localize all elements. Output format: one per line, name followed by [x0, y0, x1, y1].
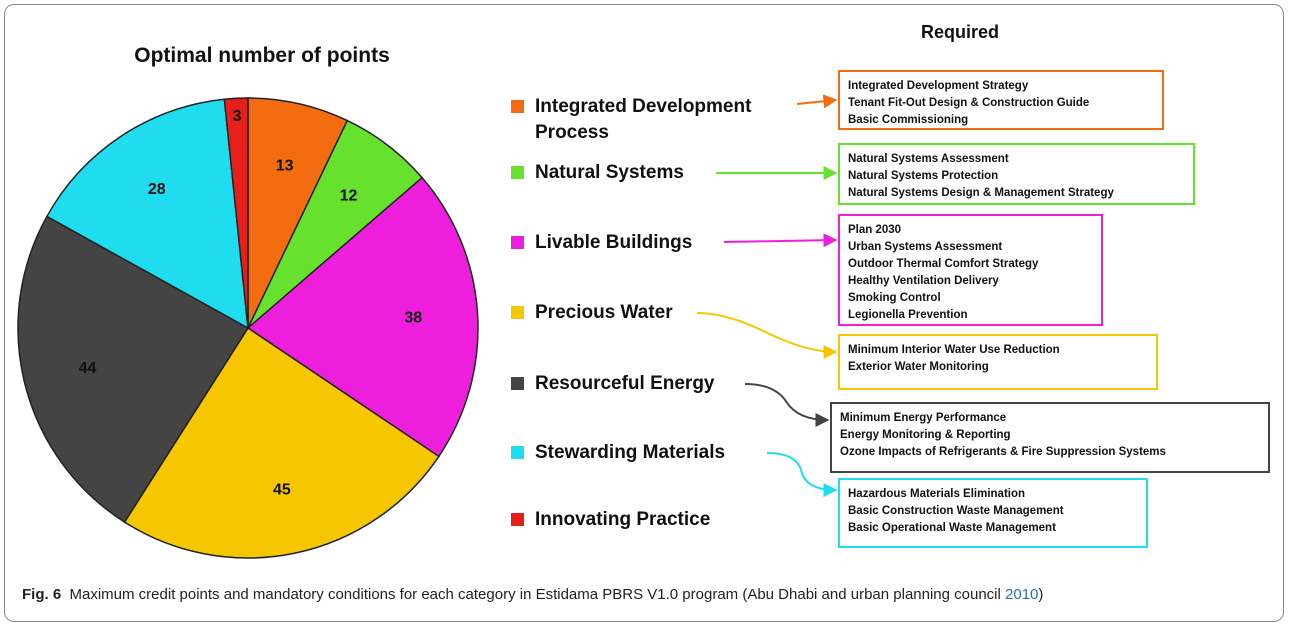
required-item: Basic Commissioning: [848, 114, 969, 126]
data-label: 3: [233, 108, 242, 125]
required-box: Natural Systems Assessment Natural System…: [838, 143, 1195, 205]
required-item: Basic Operational Waste Management: [848, 522, 1056, 534]
required-item: Minimum Interior Water Use Reduction: [848, 344, 1060, 356]
required-item: Plan 2030: [848, 224, 902, 236]
required-item: Ozone Impacts of Refrigerants & Fire Sup…: [840, 446, 1166, 458]
required-item: Basic Construction Waste Management: [848, 505, 1064, 517]
required-title: Required: [920, 22, 999, 42]
connector: [696, 312, 838, 359]
pie-slice: [247, 97, 349, 329]
required-box: Plan 2030 Urban Systems Assessment Outdoor…: [838, 214, 1103, 326]
connector: [744, 383, 830, 427]
required-item: Hazardous Materials Elimination: [848, 488, 1026, 500]
required-item: Minimum Energy Performance: [840, 412, 1007, 424]
pie-slice: [123, 326, 440, 559]
legend-label: Stewarding Materials: [535, 442, 726, 463]
required-item: Natural Systems Protection: [848, 170, 999, 182]
caption-text: Maximum credit points and mandatory cond…: [69, 586, 1001, 603]
pie-slice: [45, 98, 249, 330]
legend-swatch: [511, 306, 524, 319]
caption-end: ): [1038, 586, 1044, 603]
legend-label: Resourceful Energy: [535, 373, 715, 394]
legend-label: Precious Water: [535, 302, 673, 323]
connector: [796, 94, 838, 109]
data-label: 13: [276, 158, 294, 175]
pie-slice: [223, 97, 249, 329]
legend-swatch: [511, 100, 524, 113]
required-box: Minimum Interior Water Use Reduction Exte…: [838, 334, 1158, 390]
data-label: 28: [148, 181, 166, 198]
required-item: Exterior Water Monitoring: [848, 361, 989, 373]
figure-frame: [4, 4, 1284, 622]
legend-swatch: [511, 513, 524, 526]
legend-swatch: [511, 377, 524, 390]
data-label: 45: [273, 481, 291, 498]
caption-link[interactable]: 2010: [1005, 586, 1039, 603]
caption-label: Fig. 6: [22, 586, 62, 603]
legend-label: Innovating Practice: [535, 509, 711, 530]
required-item: Legionella Prevention: [848, 309, 968, 321]
pie-slice: [17, 215, 250, 524]
pie-slice: [246, 176, 479, 458]
required-box: Minimum Energy Performance Energy Monitor…: [830, 402, 1270, 473]
caption: Fig. 6 Maximum credit points and mandato…: [22, 584, 1272, 605]
data-label: 12: [340, 188, 358, 205]
legend-swatch: [511, 446, 524, 459]
required-item: Energy Monitoring & Reporting: [840, 429, 1011, 441]
required-item: Tenant Fit-Out Design & Construction Gui…: [848, 97, 1090, 109]
legend-swatch: [511, 166, 524, 179]
required-item: Natural Systems Design & Management Stra…: [848, 187, 1114, 199]
required-item: Urban Systems Assessment: [848, 241, 1003, 253]
legend-label: Livable Buildings: [535, 232, 693, 253]
required-item: Natural Systems Assessment: [848, 153, 1009, 165]
required-box: Hazardous Materials Elimination Basic Con…: [838, 478, 1148, 548]
required-box: Integrated Development Strategy Tenant Fi…: [838, 70, 1164, 130]
connector: [766, 452, 838, 497]
connector: [723, 233, 838, 248]
chart-title: Optimal number of points: [134, 44, 390, 67]
legend-label: Natural Systems: [535, 162, 684, 183]
required-item: Integrated Development Strategy: [848, 80, 1029, 92]
required-item: Outdoor Thermal Comfort Strategy: [848, 258, 1039, 270]
legend-swatch: [511, 236, 524, 249]
data-label: 38: [404, 309, 422, 326]
legend-label: Integrated Development Process: [535, 96, 752, 143]
required-item: Healthy Ventilation Delivery: [848, 275, 999, 287]
required-item: Smoking Control: [848, 292, 941, 304]
data-label: 44: [79, 360, 97, 377]
